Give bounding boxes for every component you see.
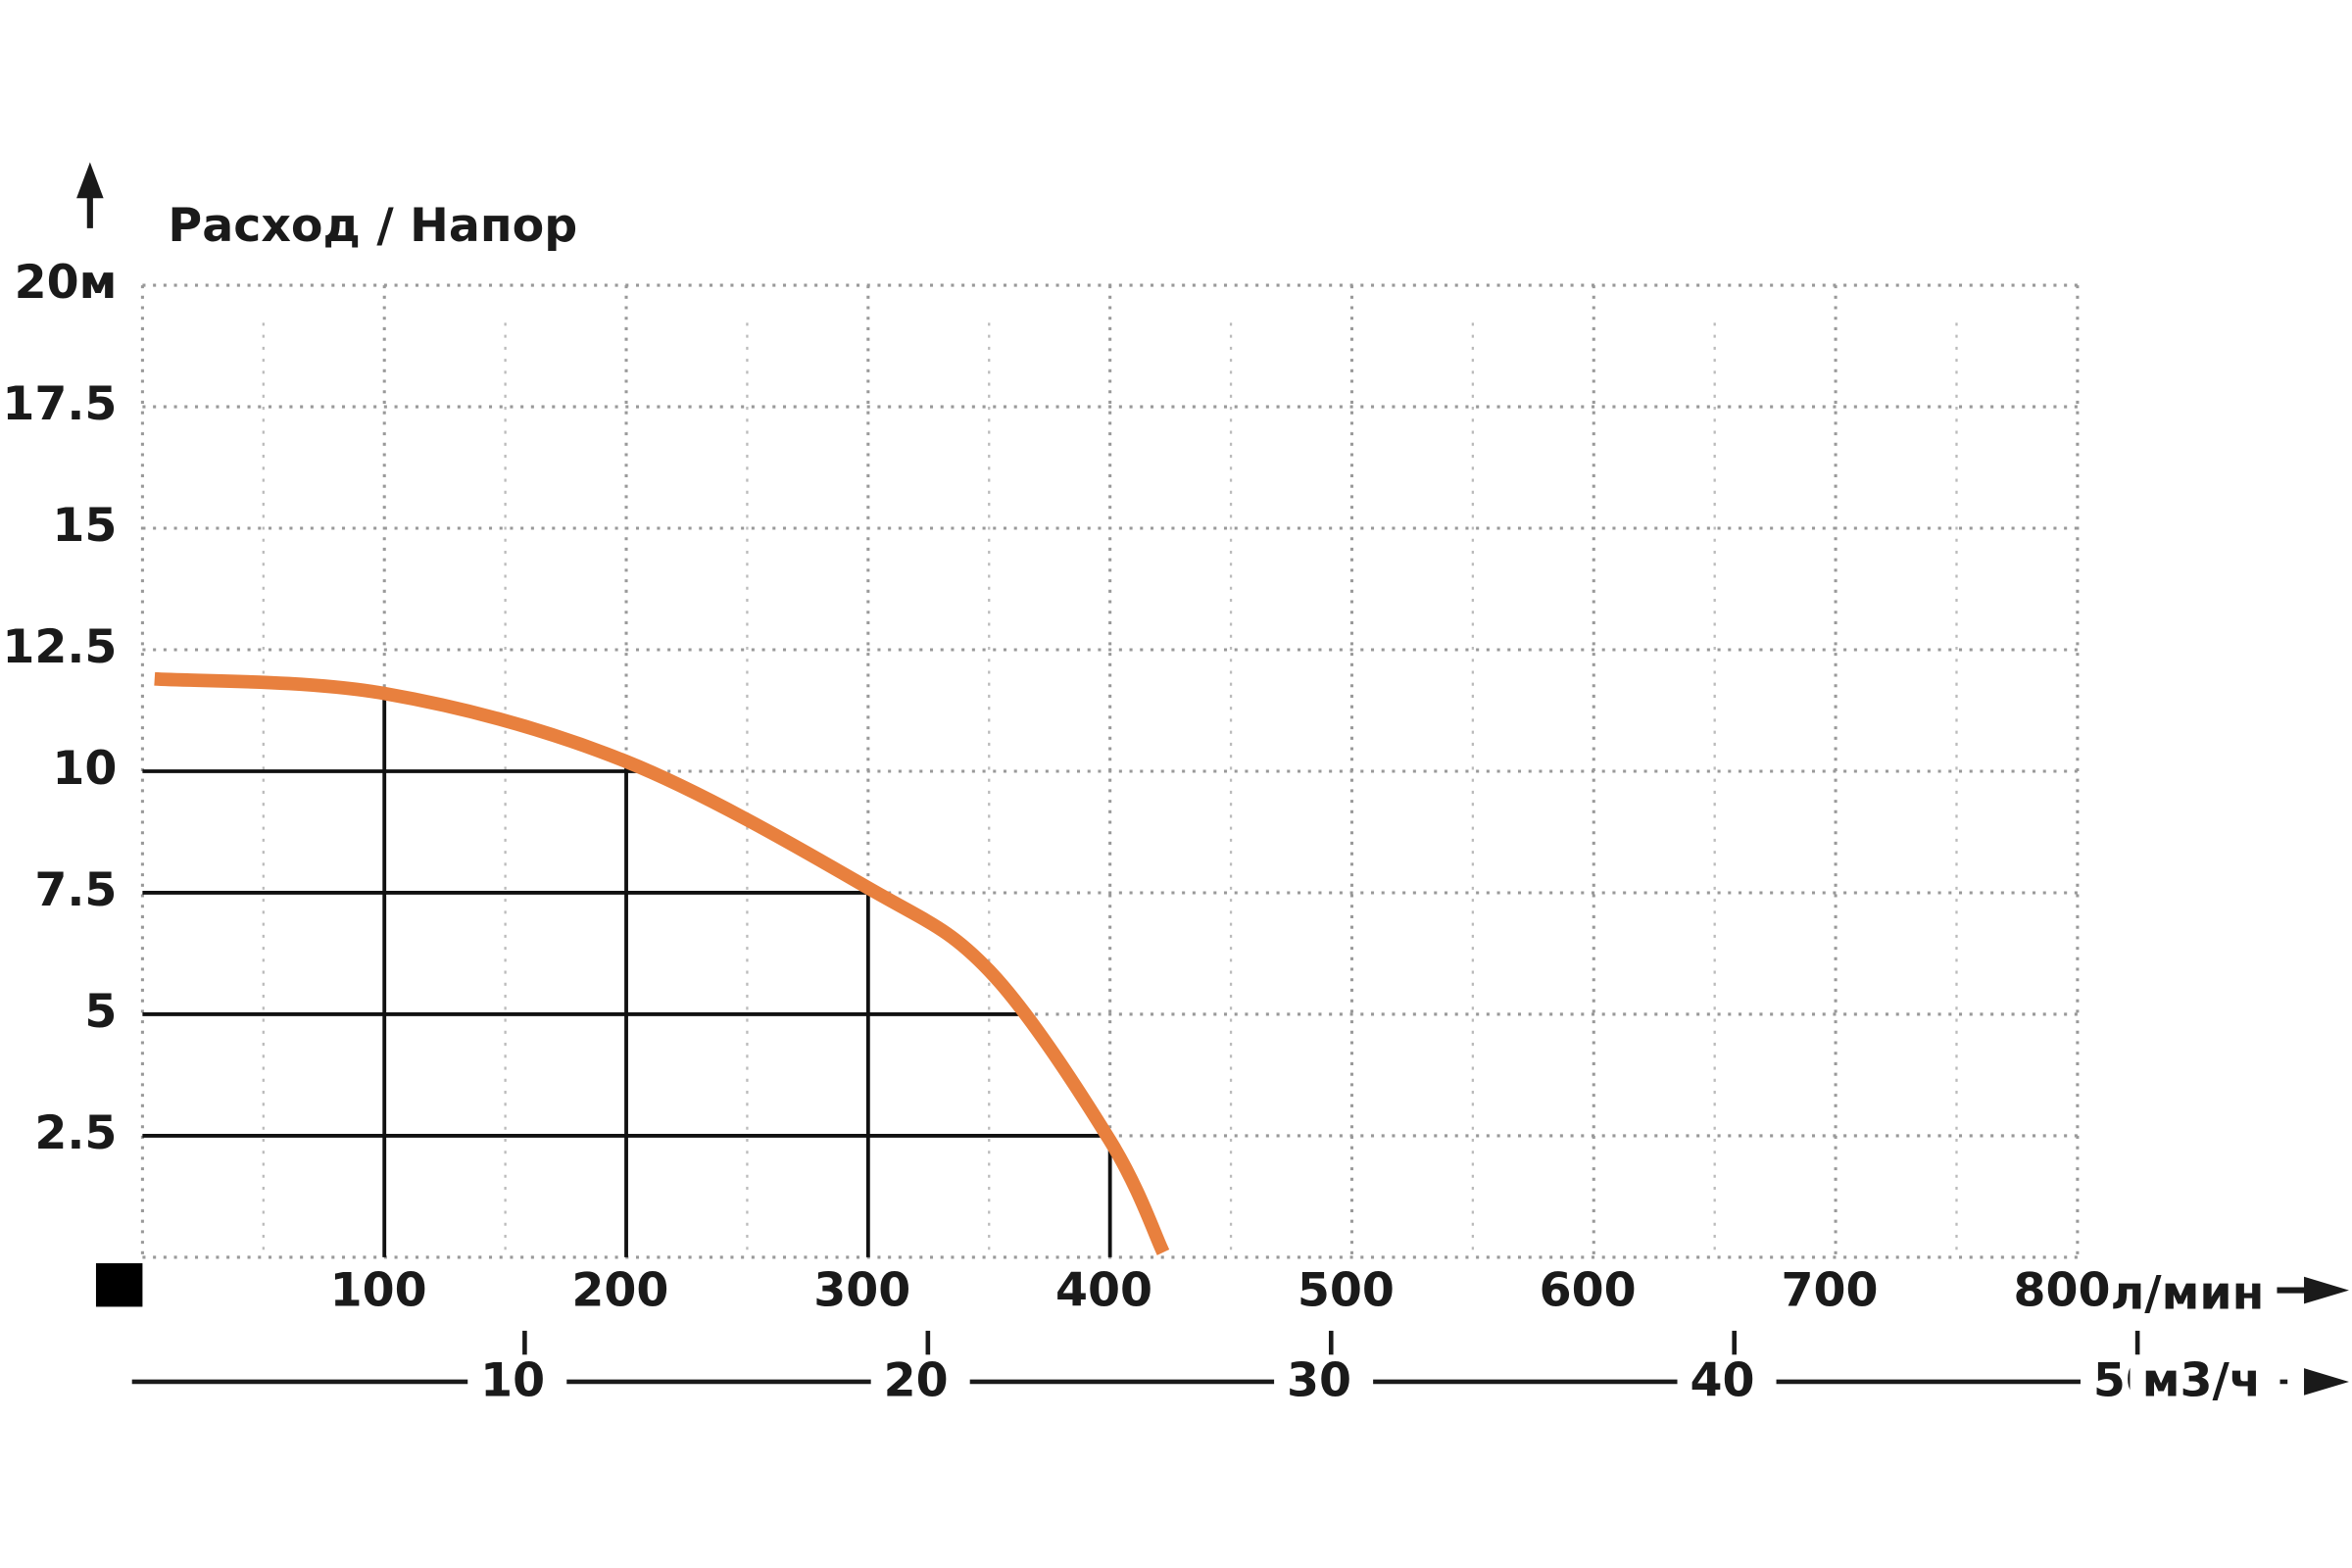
y-tick-label: 5 (84, 985, 117, 1039)
x2-tick-label: 40 (1690, 1353, 1754, 1407)
x2-unit-label: м3/ч (2142, 1353, 2262, 1407)
y-tick-label: 2.5 (34, 1106, 117, 1160)
x-tick-label: 100 (330, 1264, 427, 1318)
y-tick-label: 12.5 (2, 620, 117, 674)
x2-label-bg (870, 1354, 970, 1409)
y-tick-label: 20м (15, 256, 118, 310)
x2-tick-label: 30 (1287, 1353, 1351, 1407)
x-tick-label: 800 (2014, 1264, 2111, 1318)
x2-label-bg (467, 1354, 567, 1409)
y-tick-label: 17.5 (2, 377, 117, 431)
x2-unit-bg (2130, 1354, 2280, 1409)
x2-axis-arrow (2304, 1368, 2349, 1396)
y-axis-arrow (76, 162, 104, 199)
x-tick-label: 700 (1781, 1264, 1878, 1318)
chart-title: Расход / Напор (168, 199, 577, 253)
y-tick-label: 15 (52, 499, 117, 553)
pump-curve (154, 671, 1170, 1255)
x2-tick-label: 10 (480, 1353, 545, 1407)
x2-label-bg (1677, 1354, 1777, 1409)
x2-label-bg (1274, 1354, 1374, 1409)
corner-marker (95, 1263, 143, 1307)
x-unit-label: л/мин (2111, 1267, 2265, 1321)
x-tick-label: 600 (1540, 1264, 1637, 1318)
x-axis-arrow (2304, 1276, 2349, 1304)
y-tick-label: 10 (52, 742, 117, 796)
y-tick-label: 7.5 (34, 863, 117, 917)
x2-tick-label: 20 (884, 1353, 949, 1407)
x-tick-label: 200 (571, 1264, 668, 1318)
x-tick-label: 500 (1298, 1264, 1395, 1318)
x-tick-label: 400 (1055, 1264, 1152, 1318)
x-tick-label: 300 (813, 1264, 910, 1318)
